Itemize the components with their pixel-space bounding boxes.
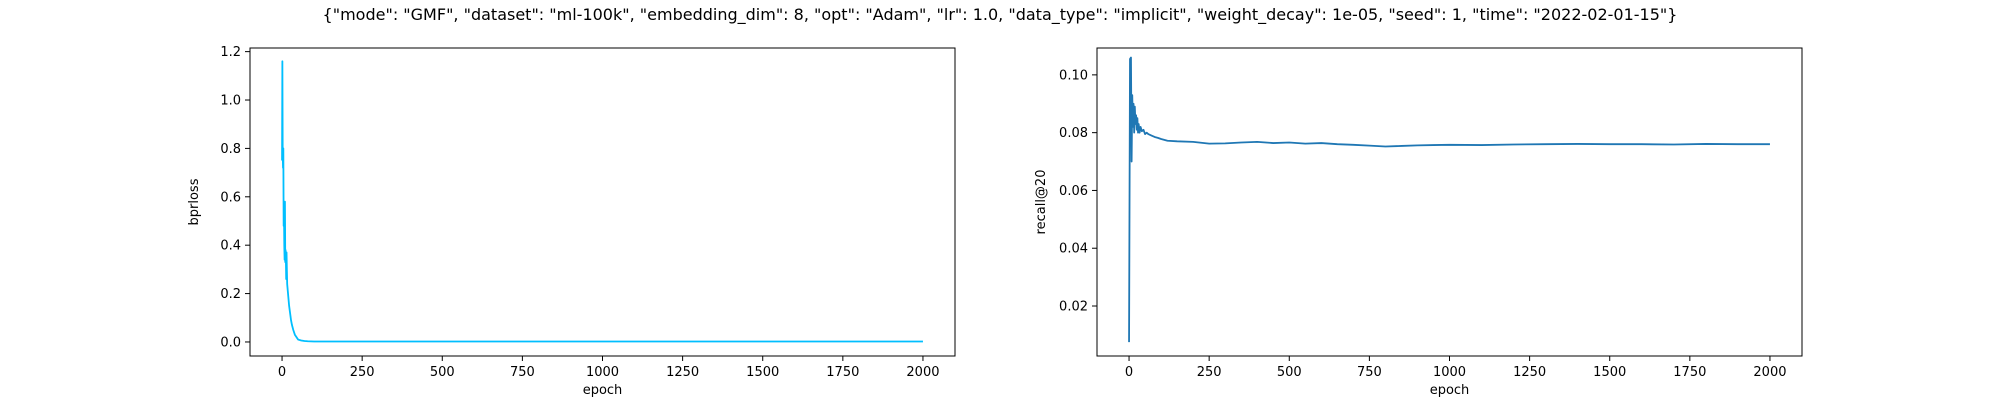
loss-y-tick-label: 0.2 [220,287,241,302]
loss-y-tick-label: 0.0 [220,335,241,350]
loss-x-tick-label: 2000 [906,365,939,380]
loss-chart: 0 250 500 750 1000 1250 1500 1750 2000 0.0 0.2 0.4 0… [187,45,956,398]
recall-y-tick-label: 0.10 [1059,68,1088,83]
recall-y-tick-label: 0.08 [1059,126,1088,141]
recall-chart: 0 250 500 750 1000 1250 1500 1750 2000 0.02 0.04 0.… [1034,47,1803,398]
loss-y-tick-label: 0.8 [220,142,241,157]
loss-x-axis-label: epoch [583,383,623,398]
recall-x-tick-label: 1750 [1673,365,1706,380]
loss-x-tick-label: 0 [278,365,286,380]
loss-x-tick-label: 1750 [826,365,859,380]
recall-x-tick-label: 750 [1357,365,1382,380]
recall-x-tick-label: 1250 [1513,365,1546,380]
loss-series-line-0 [281,60,923,343]
loss-x-tick-label: 1250 [666,365,699,380]
recall-y-tick-label: 0.06 [1059,184,1088,199]
recall-x-tick-label: 500 [1277,365,1302,380]
loss-y-tick-label: 0.4 [220,239,241,254]
recall-x-axis-label: epoch [1430,383,1470,398]
loss-x-tick-label: 500 [430,365,455,380]
recall-y-tick-label: 0.04 [1059,242,1088,257]
loss-x-tick-label: 250 [350,365,375,380]
recall-x-tick-label: 1500 [1593,365,1626,380]
loss-y-tick-label: 1.0 [220,94,241,109]
loss-y-tick-label: 1.2 [220,45,241,60]
recall-x-tick-label: 2000 [1753,365,1786,380]
recall-x-tick-label: 1000 [1433,365,1466,380]
loss-x-tick-label: 1000 [586,365,619,380]
recall-x-tick-label: 250 [1197,365,1222,380]
recall-x-tick-label: 0 [1125,365,1133,380]
loss-x-tick-label: 750 [510,365,535,380]
recall-y-tick-label: 0.02 [1059,300,1088,315]
figure-title: {"mode": "GMF", "dataset": "ml-100k", "e… [323,5,1678,25]
loss-x-tick-label: 1500 [746,365,779,380]
recall-y-axis-label: recall@20 [1034,170,1049,235]
recall-series-line-0 [1128,56,1770,343]
loss-y-axis-label: bprloss [187,178,202,225]
loss-y-tick-label: 0.6 [220,190,241,205]
